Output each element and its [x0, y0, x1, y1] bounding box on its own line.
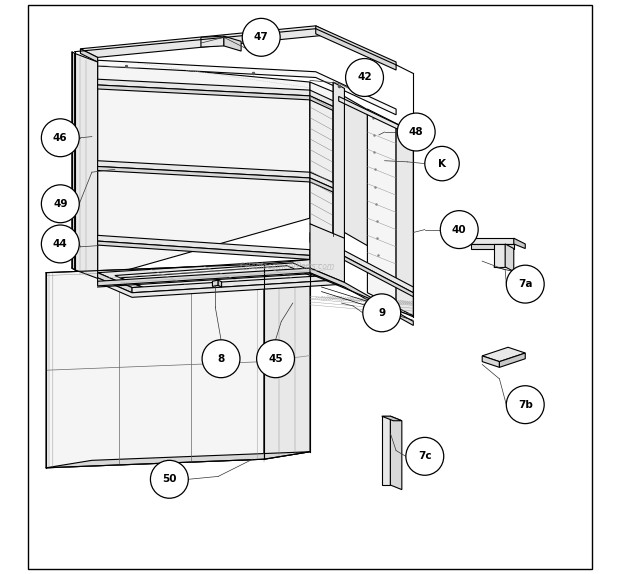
Polygon shape	[482, 347, 525, 362]
Polygon shape	[264, 259, 310, 459]
Polygon shape	[310, 178, 339, 195]
Text: K: K	[438, 158, 446, 169]
Polygon shape	[316, 26, 396, 70]
Polygon shape	[310, 224, 345, 282]
Text: 8: 8	[218, 354, 224, 364]
Polygon shape	[81, 26, 333, 57]
Polygon shape	[97, 62, 310, 278]
Polygon shape	[391, 416, 402, 490]
Polygon shape	[74, 53, 97, 278]
Circle shape	[406, 437, 444, 475]
Polygon shape	[97, 268, 345, 287]
Circle shape	[345, 59, 384, 96]
Polygon shape	[115, 263, 327, 290]
Polygon shape	[500, 353, 525, 367]
Polygon shape	[471, 238, 514, 244]
Circle shape	[151, 460, 188, 498]
Text: 47: 47	[254, 32, 268, 42]
Polygon shape	[339, 96, 414, 137]
Text: 42: 42	[357, 72, 372, 83]
Polygon shape	[81, 49, 97, 62]
Polygon shape	[382, 416, 402, 421]
Text: 50: 50	[162, 474, 177, 484]
Polygon shape	[218, 280, 221, 287]
Polygon shape	[482, 356, 500, 367]
Polygon shape	[97, 161, 310, 178]
Text: 46: 46	[53, 133, 68, 143]
Text: 44: 44	[53, 239, 68, 249]
Polygon shape	[396, 123, 414, 316]
Text: 48: 48	[409, 127, 423, 137]
Polygon shape	[97, 79, 310, 96]
Polygon shape	[97, 235, 310, 255]
Polygon shape	[345, 96, 368, 246]
Polygon shape	[310, 90, 339, 109]
Circle shape	[507, 265, 544, 303]
Text: 7c: 7c	[418, 451, 432, 461]
Text: 7a: 7a	[518, 279, 533, 289]
Polygon shape	[46, 264, 264, 468]
Text: 45: 45	[268, 354, 283, 364]
Polygon shape	[97, 60, 396, 115]
Circle shape	[202, 340, 240, 378]
Polygon shape	[368, 109, 396, 307]
Polygon shape	[97, 241, 310, 259]
Polygon shape	[97, 273, 132, 293]
Polygon shape	[97, 166, 310, 182]
Circle shape	[242, 18, 280, 56]
Polygon shape	[201, 36, 224, 47]
Polygon shape	[382, 416, 391, 485]
Polygon shape	[471, 244, 514, 249]
Text: ©ReplacementParts.com: ©ReplacementParts.com	[239, 262, 335, 272]
Polygon shape	[224, 36, 241, 51]
Circle shape	[42, 119, 79, 157]
Text: 49: 49	[53, 199, 68, 209]
Polygon shape	[120, 266, 322, 292]
Polygon shape	[310, 255, 339, 272]
Polygon shape	[46, 452, 310, 468]
Polygon shape	[505, 244, 514, 272]
Circle shape	[440, 211, 478, 249]
Polygon shape	[310, 232, 414, 293]
Polygon shape	[310, 96, 339, 113]
Polygon shape	[310, 96, 333, 236]
Circle shape	[42, 225, 79, 263]
Polygon shape	[494, 244, 505, 267]
Polygon shape	[72, 52, 74, 270]
Circle shape	[42, 185, 79, 223]
Polygon shape	[310, 268, 414, 325]
Polygon shape	[132, 274, 345, 293]
Polygon shape	[310, 172, 339, 191]
Text: 40: 40	[452, 224, 467, 235]
Polygon shape	[310, 250, 339, 268]
Circle shape	[397, 113, 435, 151]
Circle shape	[257, 340, 294, 378]
Polygon shape	[514, 238, 525, 249]
Polygon shape	[333, 82, 345, 243]
Text: 9: 9	[378, 308, 385, 318]
Polygon shape	[97, 85, 310, 100]
Polygon shape	[310, 238, 414, 297]
Polygon shape	[97, 259, 345, 288]
Text: 7b: 7b	[518, 400, 533, 410]
Circle shape	[507, 386, 544, 424]
Circle shape	[425, 146, 459, 181]
Polygon shape	[310, 82, 345, 232]
Polygon shape	[97, 278, 345, 297]
Polygon shape	[213, 280, 218, 286]
Circle shape	[363, 294, 401, 332]
